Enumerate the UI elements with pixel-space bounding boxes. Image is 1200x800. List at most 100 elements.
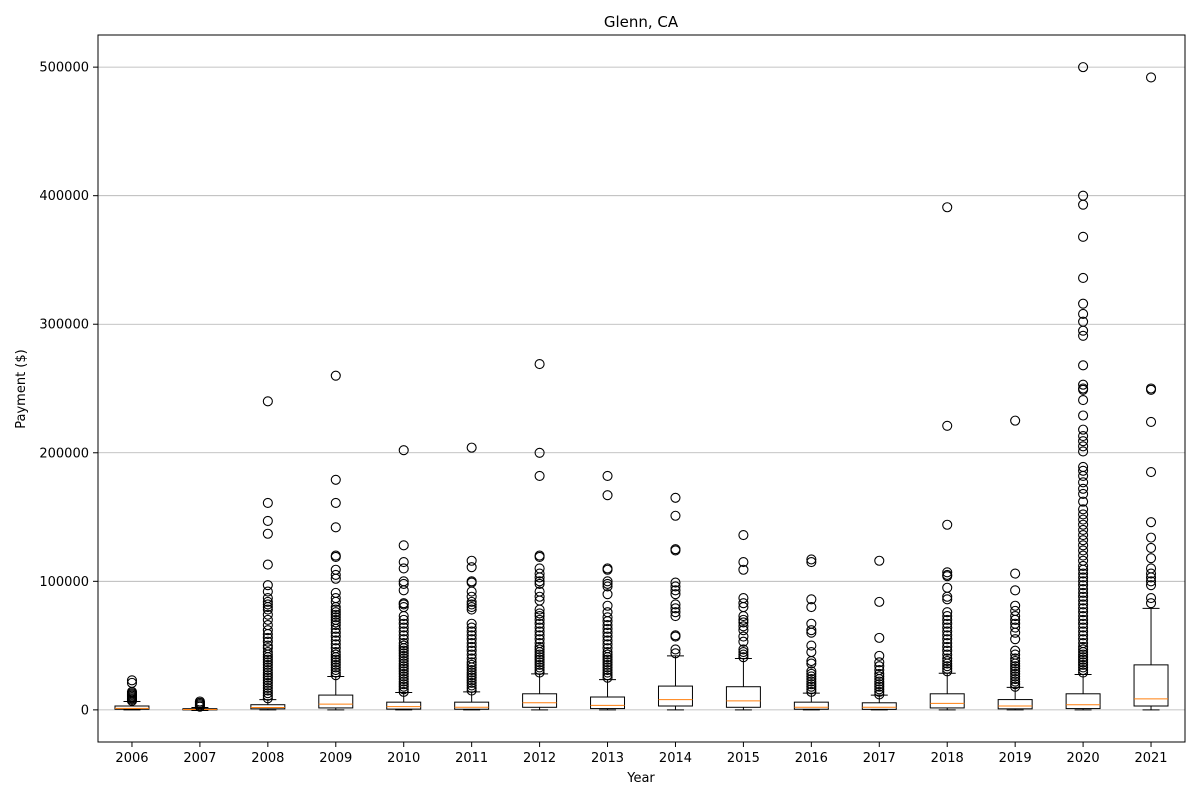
x-tick-label: 2006 [115, 751, 148, 766]
box-2009 [318, 370, 354, 711]
outlier-point [874, 681, 885, 692]
outlier-point [466, 653, 477, 664]
outlier-point [1010, 681, 1021, 692]
axes-layer: 0 100000 200000 300000 400000 500000 2006 2007 2… [39, 34, 1186, 766]
outlier-point [1145, 553, 1157, 564]
outlier-point [1078, 524, 1089, 535]
outlier-point [738, 652, 749, 663]
outlier-point [1078, 316, 1089, 327]
outlier-point [1078, 272, 1089, 284]
outlier-point [874, 686, 885, 697]
outlier-point [262, 497, 273, 508]
box-2015 [725, 529, 761, 711]
outlier-point [1078, 591, 1089, 602]
outlier-point [534, 447, 545, 458]
outlier-point [602, 623, 613, 634]
outlier-point [330, 612, 341, 623]
outlier-point [670, 603, 681, 614]
outlier-point [262, 632, 273, 643]
y-tick-label: 300000 [39, 318, 89, 333]
outlier-point [806, 676, 817, 687]
outlier-point [1145, 542, 1157, 553]
y-axis-label: Payment ($) [14, 349, 29, 428]
outlier-point [534, 654, 545, 665]
outlier-point [466, 645, 477, 656]
outlier-point [942, 618, 953, 629]
outlier-point [330, 497, 341, 508]
outlier-point [262, 646, 273, 658]
outlier-point [602, 631, 613, 642]
outlier-point [874, 596, 885, 607]
outlier-point [398, 601, 409, 613]
outlier-point [262, 693, 273, 704]
outlier-point [466, 672, 477, 683]
outlier-point [942, 594, 953, 605]
outlier-point [602, 662, 613, 673]
outlier-point [670, 589, 681, 600]
outlier-point [1078, 509, 1089, 520]
y-tick-label: 400000 [39, 189, 89, 204]
outlier-point [466, 641, 477, 652]
outlier-point [330, 604, 341, 615]
outlier-point [534, 614, 545, 625]
outlier-point [942, 626, 953, 637]
outlier-point [1078, 614, 1089, 625]
outlier-point [398, 576, 409, 587]
outlier-point [602, 659, 613, 670]
outlier-point [262, 619, 273, 631]
box-2008 [250, 396, 286, 711]
outlier-point [874, 689, 885, 700]
outlier-point [670, 544, 681, 555]
outlier-point [466, 599, 477, 610]
outlier-point [262, 586, 273, 597]
outlier-point [602, 563, 613, 574]
box-2013 [590, 470, 626, 711]
outlier-point [874, 671, 885, 682]
x-tick-label: 2015 [727, 751, 760, 766]
outlier-point [534, 630, 545, 641]
outlier-point [602, 643, 613, 654]
outlier-point [466, 442, 477, 453]
outlier-point [1078, 637, 1089, 649]
outlier-point [262, 680, 273, 691]
outlier-point [1145, 568, 1157, 579]
outlier-point [1078, 667, 1089, 678]
outlier-point [398, 637, 409, 649]
outlier-point [602, 646, 613, 658]
outlier-point [398, 598, 409, 609]
outlier-point [738, 646, 749, 658]
outlier-point [534, 652, 545, 663]
outlier-point [398, 673, 409, 685]
outlier-point [1078, 659, 1089, 670]
outlier-point [1010, 653, 1021, 664]
outlier-point [262, 596, 273, 607]
outlier-point [398, 650, 409, 661]
outlier-point [874, 555, 885, 566]
outlier-point [874, 650, 885, 661]
outlier-point [466, 685, 477, 696]
outlier-point [942, 622, 953, 633]
outlier-point [602, 576, 613, 587]
outlier-point [262, 664, 273, 676]
outlier-point [738, 556, 749, 568]
outlier-point [330, 654, 341, 665]
outlier-point [1078, 580, 1089, 591]
outlier-point [534, 622, 545, 633]
x-tick-label: 2011 [455, 751, 488, 766]
outlier-point [1078, 379, 1089, 390]
outlier-point [398, 679, 409, 690]
outlier-point [262, 662, 273, 673]
outlier-point [1078, 652, 1089, 663]
outlier-point [806, 679, 817, 690]
y-tick-label: 100000 [39, 575, 89, 590]
x-tick-label: 2012 [523, 751, 556, 766]
outlier-point [806, 686, 817, 697]
outlier-point [1078, 496, 1089, 507]
outlier-point [670, 648, 681, 659]
outlier-point [534, 563, 545, 574]
outlier-point [466, 667, 477, 678]
outlier-point [1145, 467, 1157, 478]
outlier-point [1078, 231, 1089, 242]
outlier-point [262, 636, 273, 647]
